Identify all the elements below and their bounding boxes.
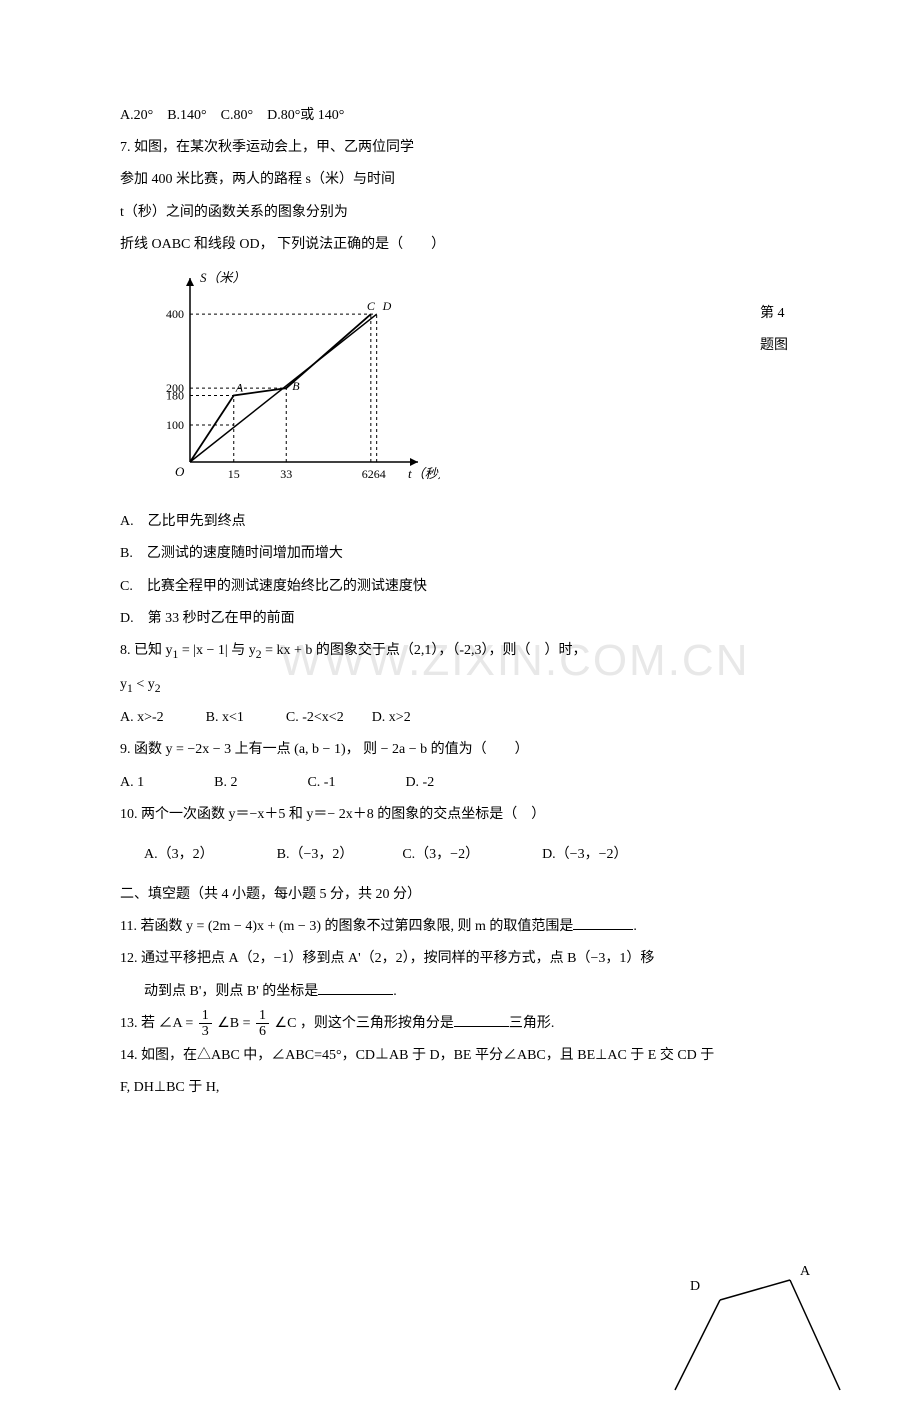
svg-text:B: B xyxy=(292,379,300,393)
q14-figure: DA xyxy=(600,1260,900,1380)
q8-line2: y1 < y2 xyxy=(120,669,800,703)
q11-end: . xyxy=(633,919,637,934)
q7-optA: A. 乙比甲先到终点 xyxy=(120,506,800,538)
svg-text:D: D xyxy=(382,299,392,313)
svg-text:C: C xyxy=(367,299,376,313)
svg-text:100: 100 xyxy=(166,418,184,432)
svg-text:O: O xyxy=(175,464,185,479)
q12-line2: 动到点 B'，则点 B' 的坐标是. xyxy=(120,976,800,1008)
q9-line1: 9. 函数 y = −2x − 3 上有一点 (a, b − 1)， 则 − 2… xyxy=(120,734,800,766)
q7-line1: 7. 如图，在某次秋季运动会上，甲、乙两位同学 xyxy=(120,132,800,164)
q11-line1: 11. 若函数 y = (2m − 4)x + (m − 3) 的图象不过第四象… xyxy=(120,911,800,943)
q10-line1: 10. 两个一次函数 y＝−x＋5 和 y＝− 2x＋8 的图象的交点坐标是（ … xyxy=(120,799,800,831)
triangle-svg: DA xyxy=(600,1260,900,1400)
q7-line4: 折线 OABC 和线段 OD， 下列说法正确的是（ ） xyxy=(120,229,800,261)
q13-f2-num: 1 xyxy=(256,1008,269,1024)
q12-line1: 12. 通过平移把点 A（2，−1）移到点 A'（2，2），按同样的平移方式，点… xyxy=(120,943,800,975)
q12-text: 动到点 B'，则点 B' 的坐标是 xyxy=(144,984,318,999)
q13-f1-den: 3 xyxy=(199,1024,212,1039)
q8-l2b: < y xyxy=(133,677,155,692)
q14-line1: 14. 如图，在△ABC 中，∠ABC=45°，CD⊥AB 于 D，BE 平分∠… xyxy=(120,1040,800,1072)
q14-line2: F, DH⊥BC 于 H, xyxy=(120,1072,800,1104)
q13-posta: ∠C ，则这个三角形按角分是 xyxy=(271,1016,454,1031)
svg-text:S（米）: S（米） xyxy=(200,270,246,285)
q13-line1: 13. 若 ∠A = 13 ∠B = 16 ∠C ，则这个三角形按角分是三角形. xyxy=(120,1008,800,1040)
q8-l2sub2: 2 xyxy=(155,681,161,694)
svg-text:15: 15 xyxy=(228,467,240,481)
q13-blank xyxy=(454,1012,509,1027)
q11-blank xyxy=(573,915,633,930)
q6-options: A.20° B.140° C.80° D.80°或 140° xyxy=(120,100,800,132)
section2-title: 二、填空题（共 4 小题，每小题 5 分，共 20 分） xyxy=(120,879,800,911)
q12-end: . xyxy=(393,984,397,999)
q8-l2a: y xyxy=(120,677,127,692)
svg-text:A: A xyxy=(235,380,244,394)
q8-l1c: = kx + b 的图象交于点（2,1），（-2,3），则（ ）时， xyxy=(262,643,587,658)
svg-text:400: 400 xyxy=(166,307,184,321)
figure-4-label: 第 4 题图 xyxy=(760,298,800,362)
q10-options: A.（3，2） B.（−3，2） C.（3，−2） D.（−3，−2） xyxy=(120,839,800,871)
q7-optB: B. 乙测试的速度随时间增加而增大 xyxy=(120,538,800,570)
svg-text:t（秒）: t（秒） xyxy=(408,466,440,481)
q13-mid: ∠B = xyxy=(214,1016,254,1031)
q12-blank xyxy=(318,980,393,995)
q7-chart: S（米）t（秒）O10018020040015336264ABCD xyxy=(150,267,800,500)
chart-svg: S（米）t（秒）O10018020040015336264ABCD xyxy=(150,267,440,487)
svg-text:D: D xyxy=(690,1279,700,1294)
content-body: A.20° B.140° C.80° D.80°或 140° 7. 如图，在某次… xyxy=(120,100,800,1105)
q13-postb: 三角形. xyxy=(509,1016,555,1031)
q8-options: A. x>-2 B. x<1 C. -2<x<2 D. x>2 xyxy=(120,702,800,734)
q13-f1-num: 1 xyxy=(199,1008,212,1024)
q13-pre: 13. 若 ∠A = xyxy=(120,1016,197,1031)
q7-line3: t（秒）之间的函数关系的图象分别为 xyxy=(120,197,800,229)
q7-optD: D. 第 33 秒时乙在甲的前面 xyxy=(120,603,800,635)
svg-text:6264: 6264 xyxy=(362,467,386,481)
q9-options: A. 1 B. 2 C. -1 D. -2 xyxy=(120,767,800,799)
svg-text:33: 33 xyxy=(280,467,292,481)
q7-optC: C. 比赛全程甲的测试速度始终比乙的测试速度快 xyxy=(120,571,800,603)
q13-f2-den: 6 xyxy=(256,1024,269,1039)
svg-text:200: 200 xyxy=(166,381,184,395)
q11-text: 11. 若函数 y = (2m − 4)x + (m − 3) 的图象不过第四象… xyxy=(120,919,573,934)
q8-l1b: = |x − 1| 与 y xyxy=(178,643,255,658)
q13-frac1: 13 xyxy=(199,1008,212,1040)
q8-l1a: 8. 已知 y xyxy=(120,643,173,658)
q7-line2: 参加 400 米比赛，两人的路程 s（米）与时间 xyxy=(120,164,800,196)
q13-frac2: 16 xyxy=(256,1008,269,1040)
q8-line1: 8. 已知 y1 = |x − 1| 与 y2 = kx + b 的图象交于点（… xyxy=(120,635,800,669)
svg-text:A: A xyxy=(800,1264,811,1279)
